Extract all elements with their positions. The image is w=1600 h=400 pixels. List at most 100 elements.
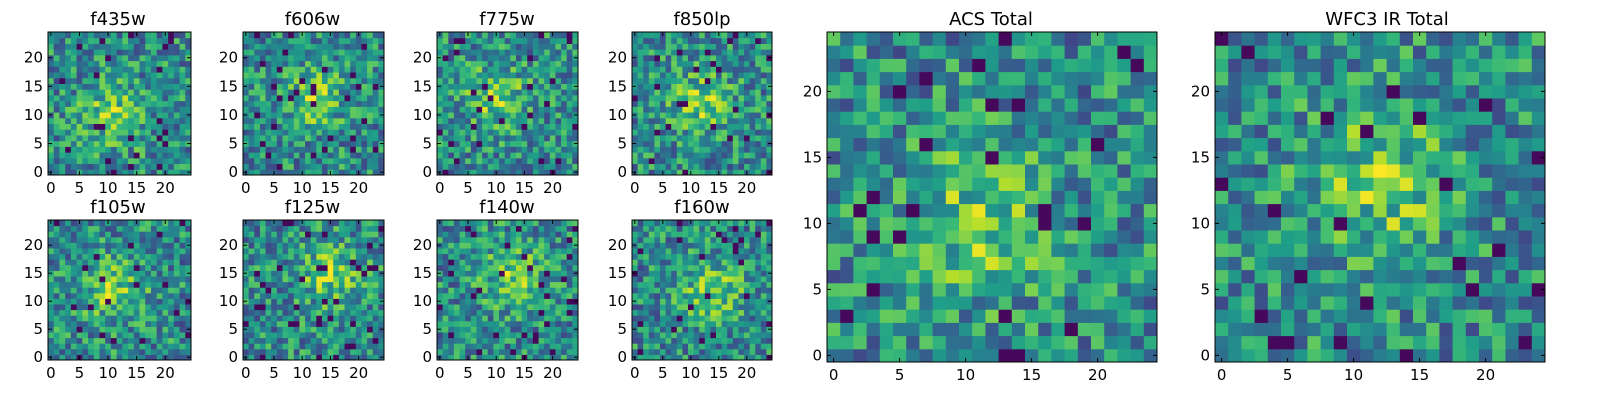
heatmap-cell [515, 276, 523, 283]
heatmap-cell [482, 112, 489, 119]
heatmap-cell [465, 89, 472, 96]
heatmap-cell [310, 343, 317, 350]
heatmap-cell [470, 326, 477, 333]
x-tick-label: 0 [435, 364, 445, 382]
heatmap-cell [254, 157, 261, 165]
heatmap-cell [316, 60, 323, 67]
heatmap-cell [259, 332, 267, 339]
heatmap-cell [442, 304, 449, 311]
heatmap-cell [442, 315, 449, 322]
heatmap-cell [162, 253, 169, 260]
heatmap-cell [310, 270, 317, 277]
heatmap-cell [276, 106, 283, 113]
heatmap-cell [470, 54, 477, 62]
heatmap-cell [693, 72, 700, 79]
heatmap-cell [271, 248, 278, 255]
heatmap-cell [133, 231, 141, 238]
heatmap-cell [310, 100, 317, 107]
heatmap-cell [48, 276, 55, 283]
heatmap-cell [367, 304, 374, 311]
heatmap-cell [76, 326, 83, 333]
heatmap-cell [116, 83, 123, 90]
heatmap-cell [704, 337, 711, 344]
heatmap-cell [476, 315, 483, 322]
heatmap-cell [105, 343, 112, 350]
heatmap-cell [459, 66, 466, 73]
heatmap-cell [293, 163, 300, 170]
heatmap-cell [259, 337, 267, 344]
heatmap-cell [499, 123, 506, 130]
heatmap-cell [732, 37, 739, 44]
heatmap-cell [665, 89, 672, 96]
heatmap-cell [710, 32, 717, 39]
heatmap-cell [566, 236, 573, 243]
heatmap-cell [515, 287, 523, 294]
heatmap-cell [682, 100, 689, 107]
heatmap-cell [721, 304, 728, 311]
heatmap-cell [648, 134, 655, 142]
heatmap-cell [648, 49, 655, 56]
heatmap-cell [185, 60, 192, 67]
heatmap-cell [448, 72, 455, 79]
heatmap-cell [544, 54, 551, 62]
heatmap-cell [288, 152, 295, 159]
heatmap-cell [727, 298, 734, 305]
heatmap-cell [128, 343, 135, 350]
heatmap-cell [676, 157, 683, 165]
heatmap-cell [321, 123, 329, 130]
heatmap-cell [470, 32, 477, 39]
heatmap-cell [749, 49, 756, 56]
heatmap-cell [145, 253, 152, 260]
heatmap-cell [59, 112, 66, 119]
heatmap-cell [499, 94, 506, 102]
heatmap-cell [321, 163, 329, 170]
heatmap-cell [70, 354, 78, 361]
heatmap-cell [493, 259, 500, 266]
heatmap-cell [561, 77, 568, 84]
heatmap-cell [482, 106, 489, 113]
heatmap-cell [173, 315, 181, 322]
heatmap-cell [82, 287, 89, 294]
y-tick-label: 10 [413, 292, 432, 310]
heatmap-cell [133, 337, 141, 344]
heatmap-cell [572, 315, 579, 322]
heatmap-cell [532, 298, 540, 305]
heatmap-cell [732, 89, 739, 96]
heatmap-cell [637, 66, 644, 73]
heatmap-cell [156, 169, 163, 176]
heatmap-cell [265, 337, 272, 344]
heatmap-cell [361, 354, 368, 361]
heatmap-cell [504, 134, 511, 142]
heatmap-cell [476, 106, 483, 113]
heatmap-cell [76, 320, 83, 327]
heatmap-cell [82, 146, 89, 153]
heatmap-cell [355, 66, 362, 73]
heatmap-cell [527, 169, 534, 176]
heatmap-cell [99, 326, 106, 333]
heatmap-cell [82, 140, 89, 147]
heatmap-cell [350, 100, 357, 107]
heatmap-cell [648, 129, 655, 136]
heatmap-cell [544, 32, 551, 39]
heatmap-cell [555, 242, 562, 249]
heatmap-cell [499, 225, 506, 232]
heatmap-cell [265, 37, 272, 44]
heatmap-cell [566, 49, 573, 56]
heatmap-cell [555, 152, 562, 159]
heatmap-cell [572, 253, 579, 260]
heatmap-cell [93, 332, 100, 339]
heatmap-cell [549, 326, 556, 333]
heatmap-cell [288, 236, 295, 243]
heatmap-cell [643, 157, 650, 165]
heatmap-cell [310, 264, 317, 271]
heatmap-cell [333, 60, 340, 67]
heatmap-cell [755, 100, 762, 107]
heatmap-cell [53, 100, 60, 107]
heatmap-cell [305, 287, 312, 294]
heatmap-cell [532, 169, 540, 176]
heatmap-cell [643, 49, 650, 56]
heatmap-cell [316, 253, 323, 260]
heatmap-cell [521, 157, 528, 165]
heatmap-cell [532, 60, 540, 67]
heatmap-cell [721, 354, 728, 361]
